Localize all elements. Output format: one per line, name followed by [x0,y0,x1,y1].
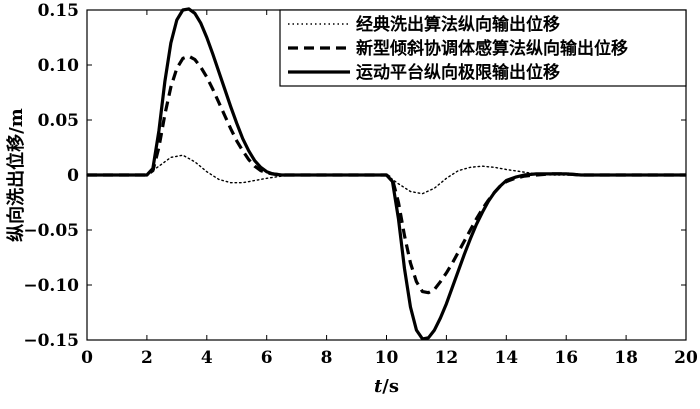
x-tick-label: 12 [435,348,459,368]
legend-label: 新型倾斜协调体感算法纵向输出位移 [356,38,628,59]
x-axis-title: t/s [374,376,399,397]
x-tick-label: 16 [554,348,578,368]
y-tick-label: 0.15 [38,1,79,21]
x-tick-label: 10 [375,348,399,368]
y-tick-label: 0 [67,166,79,186]
x-tick-label: 14 [494,348,518,368]
x-tick-label: 4 [201,348,213,368]
x-axis-title-unit: /s [382,376,399,397]
y-tick-label: 0.10 [38,56,80,76]
y-tick-label: −0.10 [23,276,79,296]
series-line-solid [87,7,686,341]
y-tick-label: −0.05 [23,221,79,241]
x-tick-label: 2 [141,348,153,368]
legend-label: 运动平台纵向极限输出位移 [356,62,560,83]
y-tick-label: 0.05 [38,111,79,131]
x-tick-label: 6 [261,348,273,368]
x-tick-label: 20 [674,348,698,368]
x-tick-label: 18 [614,348,638,368]
x-tick-label: 0 [81,348,93,368]
y-tick-label: −0.15 [23,331,79,351]
x-axis-title-variable: t [374,376,383,397]
legend-label: 经典洗出算法纵向输出位移 [356,14,560,35]
y-axis-title: 纵向洗出位移/m [5,108,27,242]
x-tick-label: 8 [321,348,333,368]
